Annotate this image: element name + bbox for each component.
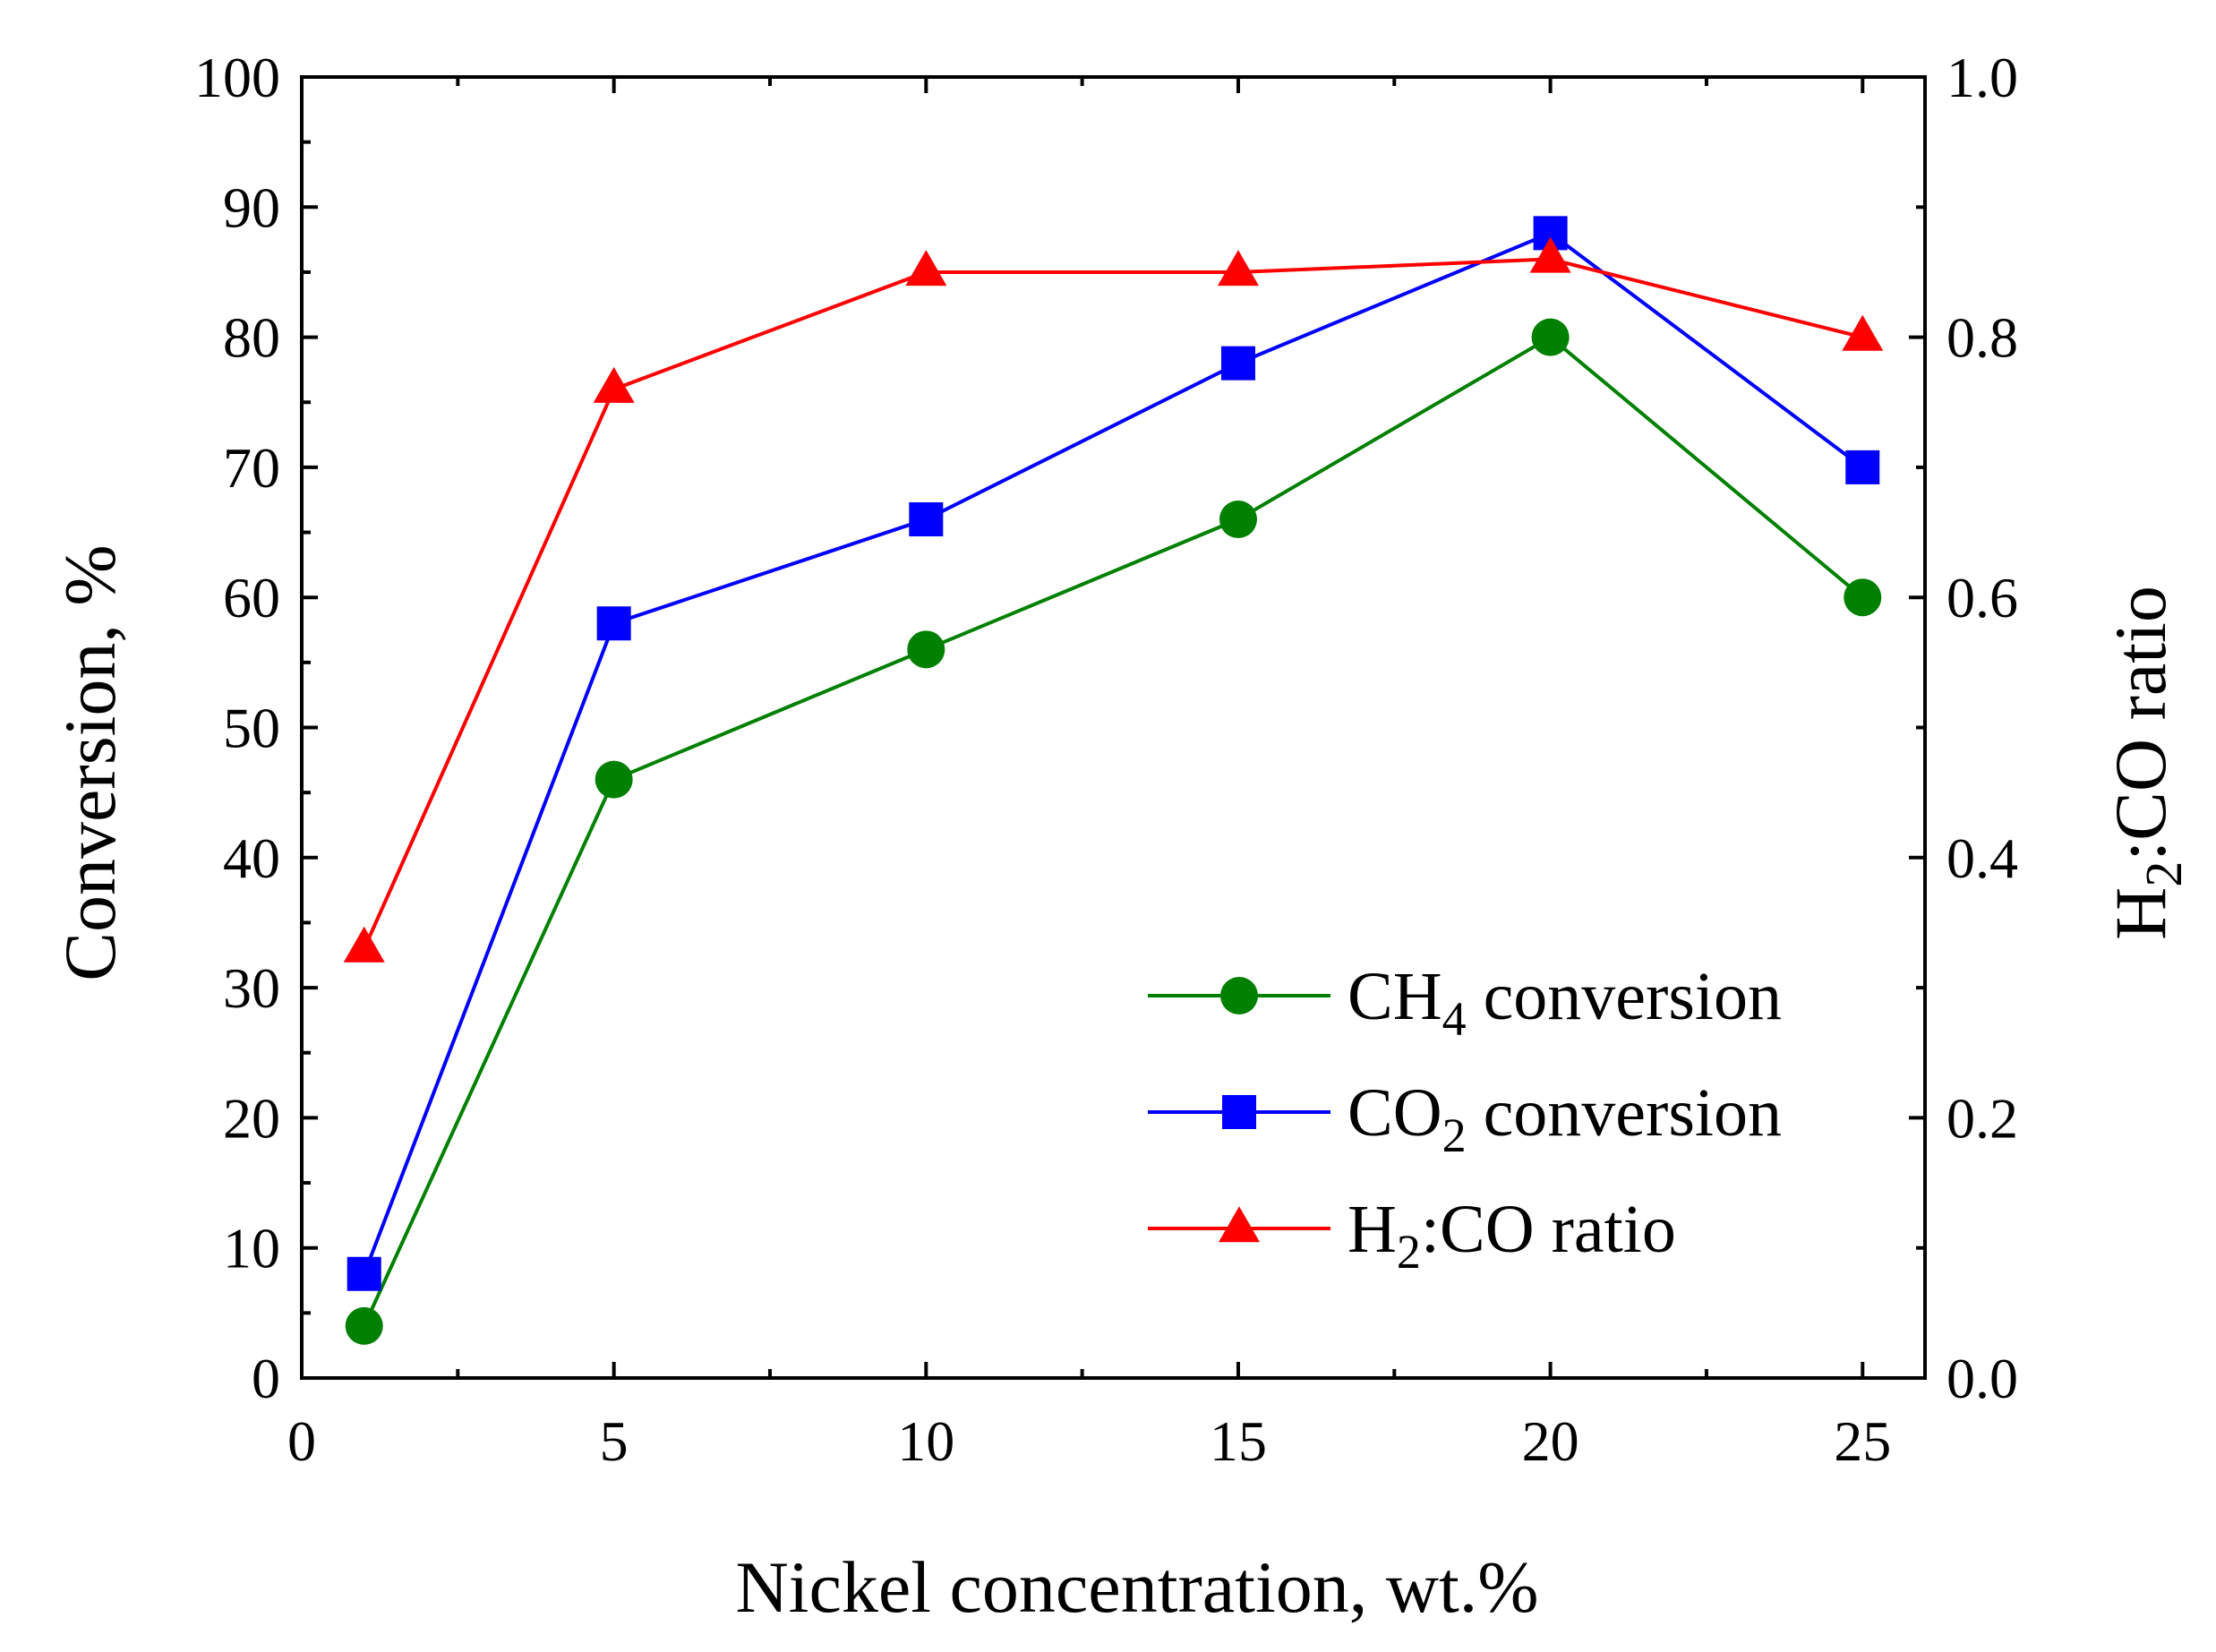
tick-labels: 0 5 10 15 20 25 0 10 20 30 40 50 60 70 80 90 100 0.0 0.2 0.… bbox=[194, 46, 2018, 1473]
y-left-tick-label: 30 bbox=[223, 956, 280, 1020]
x-tick-label: 25 bbox=[1834, 1409, 1891, 1473]
y-right-tick-label: 0.0 bbox=[1946, 1347, 2018, 1410]
legend-item-co2: CO2 conversion bbox=[1148, 1075, 1782, 1162]
y-right-tick-label: 0.6 bbox=[1946, 566, 2018, 629]
y-axis-right-title-main: H bbox=[2100, 887, 2181, 940]
legend-label-main: CH bbox=[1348, 959, 1442, 1034]
h2co-point bbox=[593, 366, 635, 403]
x-tick-label: 5 bbox=[600, 1409, 629, 1473]
ch4-point bbox=[1844, 578, 1882, 617]
y-left-tick-label: 10 bbox=[223, 1217, 280, 1280]
ticks bbox=[300, 75, 1925, 1380]
ch4-series-line bbox=[362, 335, 1864, 1327]
legend-label: CH4 conversion bbox=[1348, 959, 1782, 1046]
legend-label-main: CO bbox=[1348, 1075, 1442, 1151]
co2-point bbox=[1845, 449, 1880, 484]
y-axis-right-title-subscript: 2 bbox=[2135, 861, 2193, 887]
ch4-point bbox=[595, 760, 633, 799]
x-tick-label: 10 bbox=[897, 1409, 954, 1473]
co2-point bbox=[1220, 346, 1255, 381]
h2co-point bbox=[905, 250, 947, 287]
legend-marker bbox=[1222, 1095, 1256, 1129]
legend-item-ch4: CH4 conversion bbox=[1148, 959, 1782, 1046]
legend-label-main: H bbox=[1348, 1192, 1397, 1267]
y-axis-left-title: Conversion, % bbox=[49, 544, 131, 980]
series-lines bbox=[362, 231, 1864, 1327]
legend-item-h2co: H2:CO ratio bbox=[1148, 1192, 1676, 1279]
ch4-point bbox=[345, 1306, 383, 1345]
y-right-tick-label: 0.2 bbox=[1946, 1086, 2018, 1150]
y-right-tick-label: 0.4 bbox=[1946, 826, 2018, 890]
y-left-tick-label: 80 bbox=[223, 306, 280, 370]
legend-label-rest: conversion bbox=[1467, 959, 1782, 1034]
h2co-point bbox=[343, 926, 385, 963]
y-left-tick-label: 100 bbox=[194, 46, 280, 109]
y-left-tick-label: 70 bbox=[223, 436, 280, 500]
co2-point bbox=[596, 606, 631, 641]
y-left-tick-label: 20 bbox=[223, 1086, 280, 1150]
y-right-tick-label: 0.8 bbox=[1946, 306, 2018, 370]
y-right-tick-label: 1.0 bbox=[1946, 46, 2018, 109]
legend-label: H2:CO ratio bbox=[1348, 1192, 1676, 1279]
series-markers bbox=[343, 216, 1884, 1345]
h2co-point bbox=[1529, 236, 1571, 273]
ch4-point bbox=[907, 630, 945, 669]
y-axis-right-title: H2:CO ratio bbox=[2100, 586, 2193, 940]
legend-marker bbox=[1219, 1206, 1260, 1243]
legend-label-rest: :CO ratio bbox=[1421, 1192, 1676, 1267]
x-tick-label: 20 bbox=[1522, 1409, 1579, 1473]
y-left-tick-label: 90 bbox=[223, 175, 280, 239]
ch4-point bbox=[1219, 501, 1257, 539]
x-axis-title: Nickel concentration, wt.% bbox=[735, 1546, 1538, 1628]
co2-point bbox=[347, 1256, 381, 1291]
legend-marker bbox=[1220, 977, 1258, 1014]
y-left-tick-label: 50 bbox=[223, 697, 280, 760]
y-left-tick-label: 40 bbox=[223, 826, 280, 890]
h2co-series-line bbox=[362, 257, 1863, 950]
y-left-tick-label: 60 bbox=[223, 566, 280, 629]
x-tick-label: 0 bbox=[287, 1409, 316, 1473]
y-axis-right-title-rest: :CO ratio bbox=[2100, 586, 2181, 860]
legend-label: CO2 conversion bbox=[1348, 1075, 1782, 1162]
ch4-point bbox=[1531, 318, 1570, 356]
co2-point bbox=[909, 502, 944, 537]
legend-label-rest: conversion bbox=[1467, 1075, 1782, 1151]
legend-label-subscript: 2 bbox=[1442, 1108, 1467, 1162]
y-left-tick-label: 0 bbox=[252, 1347, 280, 1410]
legend-label-subscript: 4 bbox=[1442, 992, 1467, 1046]
h2co-point bbox=[1842, 314, 1884, 351]
legend-label-subscript: 2 bbox=[1397, 1225, 1421, 1279]
h2co-point bbox=[1217, 250, 1259, 287]
x-tick-label: 15 bbox=[1210, 1409, 1267, 1473]
